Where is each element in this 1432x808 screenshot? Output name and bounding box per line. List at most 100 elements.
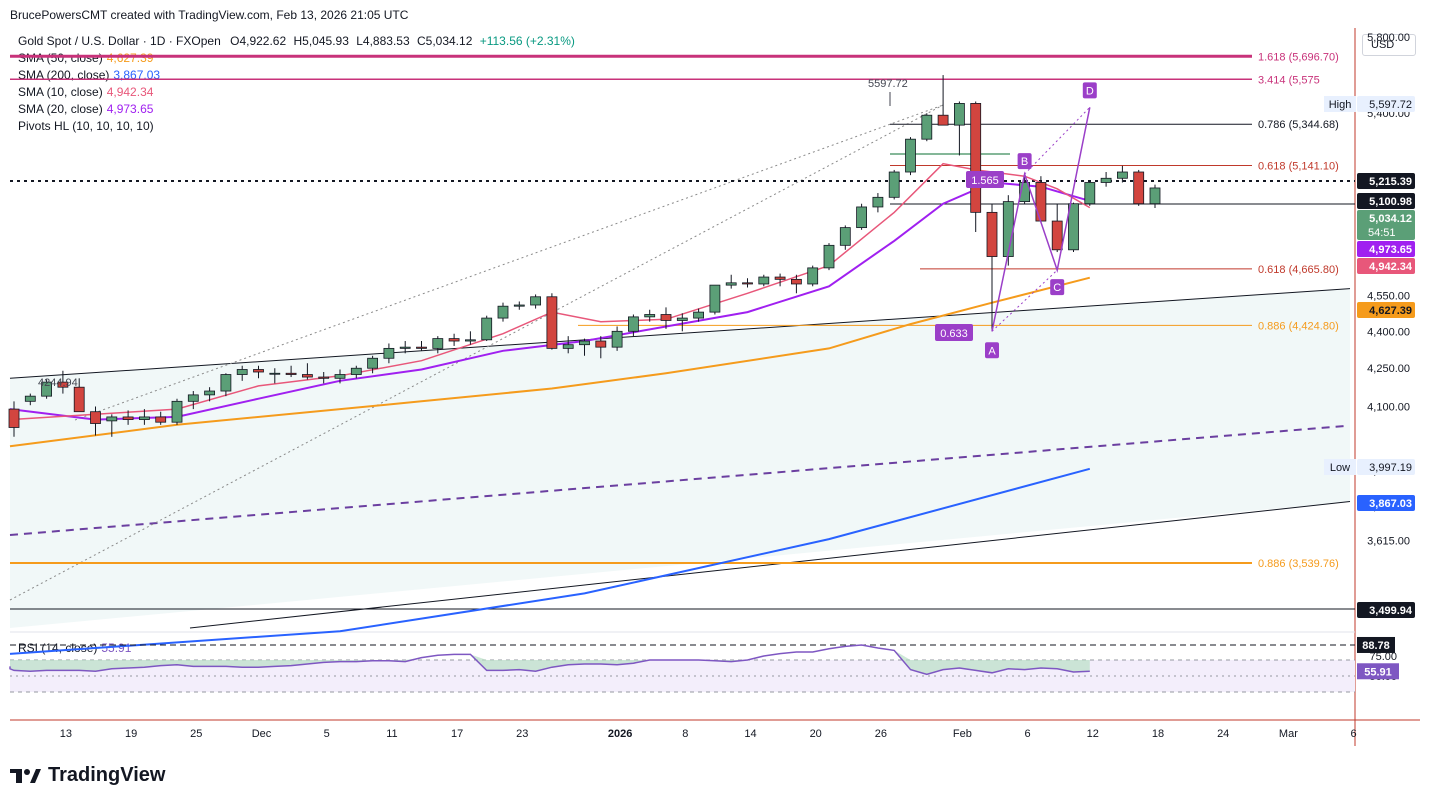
price-label-box [1357, 173, 1415, 189]
brand-name: TradingView [48, 764, 166, 786]
candle [986, 203, 998, 332]
legend-sma10[interactable]: SMA (10, close) 4,942.34 [18, 85, 153, 99]
currency-button[interactable]: USD [1362, 34, 1416, 56]
chart-header: BrucePowersCMT created with TradingView.… [10, 8, 409, 22]
candle-body [1019, 182, 1030, 202]
candle [823, 243, 835, 271]
rsi-max-box [1357, 636, 1395, 653]
candle [285, 365, 297, 378]
trend-dotted-2 [74, 104, 944, 421]
candle [236, 365, 248, 381]
rsi-last-label: 55.91 [1364, 666, 1392, 678]
harmonic-pattern [991, 107, 1091, 332]
x-tick-label: 25 [190, 728, 202, 740]
candle-body [856, 206, 867, 229]
channel-upper-line [9, 288, 1351, 379]
legend-sma20[interactable]: SMA (20, close) 4,973.65 [18, 102, 153, 116]
y-tick-label: 3,615.00 [1367, 536, 1410, 548]
candle-body [350, 367, 362, 375]
x-tick-label: 12 [1087, 728, 1099, 740]
x-tick-label: 18 [1152, 728, 1164, 740]
candle-body [301, 374, 313, 378]
sma200-line [9, 467, 1091, 655]
harmonic-point-badge [1017, 153, 1032, 170]
candle-body [823, 244, 835, 269]
candle [1100, 172, 1112, 187]
candle-body [725, 282, 737, 286]
x-tick-label: 13 [60, 728, 72, 740]
x-tick-label: 24 [1217, 728, 1229, 740]
fib-level-label: 3.414 (5,575 [1258, 74, 1320, 86]
ratio-badge [966, 171, 1004, 188]
candle [138, 409, 150, 425]
harmonic-point-label: C [1053, 282, 1061, 294]
candle-body [8, 408, 20, 428]
candle-body [90, 411, 101, 424]
candle-body [236, 369, 248, 375]
candle-body [905, 138, 916, 173]
harmonic-point-label: B [1021, 156, 1028, 168]
candle-body [644, 314, 656, 318]
legend-pivots[interactable]: Pivots HL (10, 10, 10, 10) [18, 119, 154, 133]
candle-body [562, 344, 574, 349]
candle [1117, 165, 1128, 183]
candle-body [791, 278, 802, 285]
rsi-line [9, 644, 1090, 676]
sma200-label: SMA (200, close) [18, 68, 110, 82]
legend-sma50[interactable]: SMA (50, close) 4,627.39 [18, 51, 153, 65]
fib-level-label: 0.786 (5,344.68) [1258, 119, 1339, 131]
harmonic-bd-line [1024, 106, 1091, 175]
candle [628, 314, 639, 337]
sma20-line [9, 181, 1091, 421]
candle [8, 401, 20, 437]
candle [839, 225, 851, 250]
candle [905, 137, 916, 176]
candle [676, 313, 688, 332]
candle-body [187, 394, 199, 402]
candle [24, 393, 36, 406]
candle-body [954, 103, 965, 126]
candle [693, 308, 704, 322]
y-tick-label: 4,400.00 [1367, 326, 1410, 338]
price-label-value: 4,973.65 [1369, 244, 1412, 256]
legend-symbol[interactable]: Gold Spot / U.S. Dollar · 1D · FXOpen O4… [18, 34, 575, 48]
candle-body [1068, 203, 1079, 251]
price-label-value: 3,997.19 [1369, 462, 1412, 474]
candle [872, 193, 884, 213]
candle [1035, 176, 1047, 222]
candle-body [709, 284, 721, 313]
y-tick-label: 4,100.00 [1367, 401, 1410, 413]
candle-body [807, 267, 819, 285]
candle-body [1117, 171, 1128, 179]
candle-body [1002, 201, 1014, 257]
candle [954, 101, 965, 156]
candle-body [399, 346, 411, 349]
candle [807, 265, 819, 287]
candle-body [693, 311, 704, 319]
candle [497, 302, 509, 322]
ohlc-open: O4,922.62 [230, 34, 287, 48]
y-tick-label: 4,250.00 [1367, 363, 1410, 375]
candle [301, 363, 313, 380]
candle-body [432, 338, 444, 349]
legend-sma200[interactable]: SMA (200, close) 3,867.03 [18, 68, 160, 82]
candle-body [416, 346, 427, 349]
candle-body [839, 227, 851, 246]
candle-body [579, 340, 590, 346]
candle-body [774, 276, 786, 280]
x-tick-label: 14 [744, 728, 756, 740]
candle [921, 113, 933, 142]
sma50-value: 4,627.39 [106, 51, 154, 65]
tradingview-logo[interactable]: TradingView [10, 764, 165, 787]
fib-level-label: 0.618 (5,141.10) [1258, 161, 1339, 173]
candle [758, 274, 770, 287]
ratio-label: 1.565 [971, 175, 999, 187]
candle [1068, 202, 1079, 253]
ohlc-close: C5,034.12 [416, 34, 473, 48]
candle-body [1133, 171, 1145, 205]
candle [579, 338, 590, 356]
candle-body [73, 386, 85, 413]
price-label-value: 5,215.39 [1369, 176, 1412, 188]
candle [481, 315, 493, 342]
